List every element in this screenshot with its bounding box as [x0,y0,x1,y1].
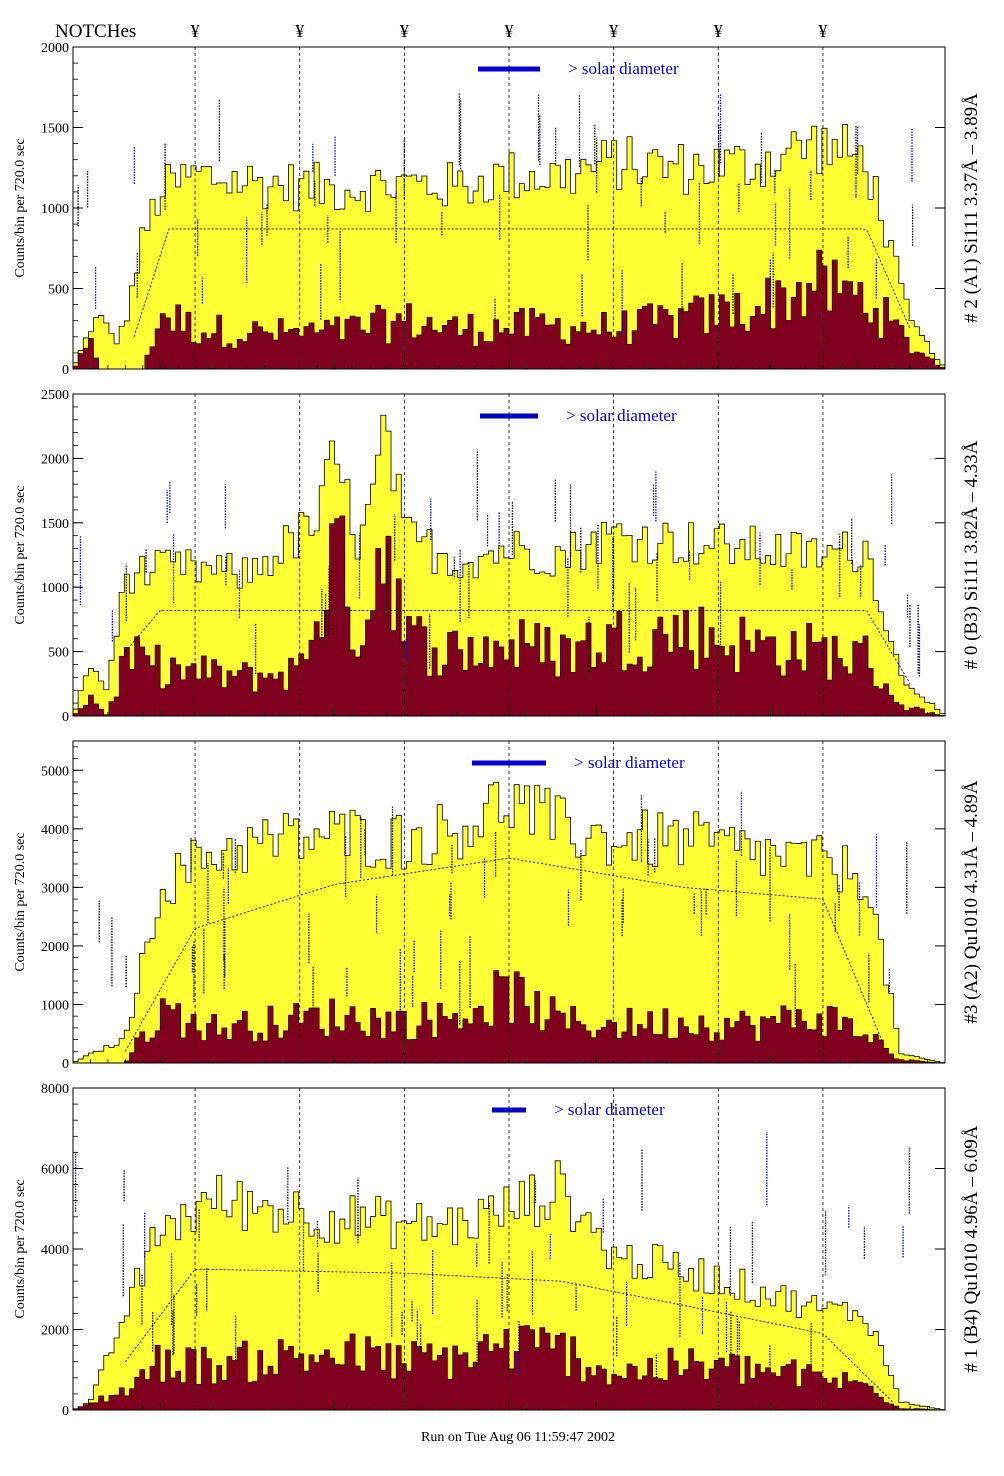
notch-mark-1: ¥ [191,21,200,41]
y-tick-label: 5000 [41,764,69,779]
component-counts-area [72,1325,946,1411]
notch-markers: ¥ ¥ ¥ ¥ ¥ ¥ ¥ [191,21,828,41]
y-tick-label: 0 [62,1404,69,1419]
y-tick-label: 6000 [41,1163,69,1178]
notch-mark-7: ¥ [818,21,827,41]
chart-panel-2: 0 500 1000 1500 2000 2500 Counts/bin per 720.0… [13,388,982,725]
solar-diameter-label: > solar diameter [574,753,685,772]
event-annotations [77,92,914,334]
chart-panel-3: 0 1000 2000 3000 4000 5000 Counts/bin per 720.… [13,740,982,1072]
y-tick-label: 1500 [41,122,69,137]
event-annotations [74,1131,910,1378]
y-tick-label: 8000 [41,1082,69,1097]
chart-panel-4: 0 2000 4000 6000 8000 Counts/bin per 720.0 se… [13,1082,982,1419]
panel-right-label: # 2 (A1) Si111 3.37Å – 3.89Å [961,93,982,323]
y-tick-label: 0 [62,363,69,378]
panel-right-label: # 0 (B3) Si111 3.82Å – 4.33Å [961,440,982,669]
y-tick-label: 2000 [41,41,69,56]
chart-panels: 0 500 1000 1500 2000 Counts/bin per 720.0 sec… [13,41,982,1419]
component-counts-area [72,515,946,717]
y-tick-label: 0 [62,1057,69,1072]
y-axis-label: Counts/bin per 720.0 sec [13,138,28,277]
y-tick-label: 500 [48,646,69,661]
event-annotations [79,449,921,678]
model-curve [124,857,885,1052]
solar-diameter-label: > solar diameter [566,406,677,425]
notch-mark-2: ¥ [295,21,304,41]
y-tick-label: 2000 [41,452,69,467]
y-axis-label: Counts/bin per 720.0 sec [13,832,28,971]
y-tick-label: 500 [48,283,69,298]
model-curve [124,609,911,685]
notch-mark-4: ¥ [505,21,514,41]
run-timestamp: Run on Tue Aug 06 11:59:47 2002 [421,1430,615,1445]
panel-right-label: #3 (A2) Qu1010 4.31Å – 4.89Å [961,780,982,1024]
panel-right-label: # 1 (B4) Qu1010 4.96Å – 6.09Å [961,1125,982,1372]
notch-mark-3: ¥ [400,21,409,41]
chart-panel-1: 0 500 1000 1500 2000 Counts/bin per 720.0 sec… [13,41,982,378]
y-tick-label: 1000 [41,998,69,1013]
notch-mark-5: ¥ [609,21,618,41]
event-annotations [98,790,908,1026]
y-tick-label: 2000 [41,1324,69,1339]
y-tick-label: 1500 [41,517,69,532]
y-tick-label: 2500 [41,388,69,403]
y-tick-label: 4000 [41,1243,69,1258]
notch-mark-6: ¥ [714,21,723,41]
notches-label: NOTCHes [55,21,136,42]
y-tick-label: 0 [62,710,69,725]
solar-diameter-label: > solar diameter [554,1100,665,1119]
component-counts-area [72,249,946,370]
y-tick-label: 3000 [41,881,69,896]
y-axis-label: Counts/bin per 720.0 sec [13,1179,28,1318]
model-curve [133,228,911,337]
y-axis-label: Counts/bin per 720.0 sec [13,485,28,624]
component-counts-area [73,970,946,1064]
model-curve [124,1268,893,1403]
y-tick-label: 4000 [41,823,69,838]
y-tick-label: 1000 [41,202,69,217]
y-tick-label: 1000 [41,581,69,596]
header: NOTCHes ¥ ¥ ¥ ¥ ¥ ¥ ¥ [55,21,827,42]
solar-diameter-label: > solar diameter [568,59,679,78]
y-tick-label: 2000 [41,940,69,955]
